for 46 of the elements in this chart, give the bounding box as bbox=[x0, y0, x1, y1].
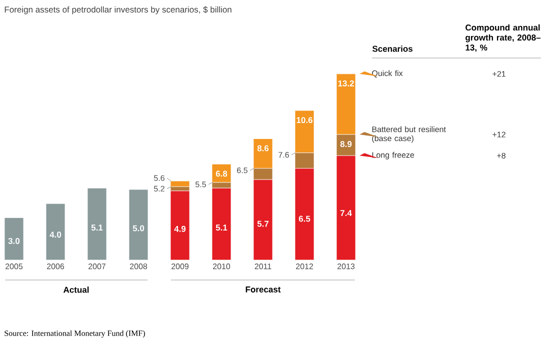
x-tick-label: 2013 bbox=[338, 264, 355, 270]
text: +21 bbox=[492, 71, 506, 77]
data-label: 7.4 bbox=[340, 210, 352, 216]
data-label: 5.1 bbox=[216, 224, 228, 231]
annotation: 5.2 bbox=[154, 186, 164, 192]
text: Actual bbox=[63, 286, 89, 293]
x-tick-label: 2006 bbox=[47, 264, 64, 270]
x-tick-label: 2012 bbox=[296, 264, 313, 270]
data-label: 5.0 bbox=[132, 225, 144, 232]
text: Long freeze bbox=[372, 152, 414, 160]
x-tick-label: 2007 bbox=[88, 264, 106, 270]
legend-title: Scenarios bbox=[372, 46, 412, 52]
text: +8 bbox=[497, 152, 506, 158]
text: Quick fix bbox=[372, 70, 403, 78]
bar bbox=[170, 190, 190, 260]
annotation: 8.9 bbox=[340, 141, 352, 148]
text: Forecast bbox=[246, 286, 281, 292]
x-tick-label: 2009 bbox=[172, 264, 189, 270]
annotation: 13.2 bbox=[338, 80, 354, 86]
annotation: 7.6 bbox=[278, 152, 289, 158]
annotation: 5.5 bbox=[195, 182, 206, 188]
text: +12 bbox=[492, 132, 506, 138]
annotation: 5.6 bbox=[154, 175, 164, 181]
x-tick-label: 2011 bbox=[254, 264, 272, 270]
data-label: 5.1 bbox=[91, 224, 103, 231]
data-label: 6.5 bbox=[298, 216, 310, 222]
source-note: Source: International Monetary Fund (IMF) bbox=[4, 330, 145, 338]
bar bbox=[46, 203, 66, 260]
x-tick-label: 2010 bbox=[213, 264, 230, 270]
annotation: 8.6 bbox=[257, 145, 269, 152]
x-tick-label: 2005 bbox=[6, 264, 23, 270]
text: Compound annual growth rate, 2008–13, % bbox=[466, 24, 541, 52]
bar bbox=[4, 217, 24, 260]
bar bbox=[87, 188, 107, 260]
annotation: 6.5 bbox=[237, 168, 248, 174]
data-label: 5.7 bbox=[257, 220, 269, 227]
x-tick-label: 2008 bbox=[130, 264, 148, 270]
annotation: 10.6 bbox=[296, 117, 312, 124]
text: Battered but resilient (base case) bbox=[372, 126, 446, 143]
bar bbox=[170, 180, 190, 187]
data-label: 4.9 bbox=[174, 226, 186, 232]
data-label: 4.0 bbox=[50, 232, 62, 238]
chart-title: Foreign assets of petrodollar investors by scenarios, $ billion bbox=[4, 6, 232, 14]
annotation: 6.8 bbox=[216, 170, 228, 177]
data-label: 3.0 bbox=[8, 238, 20, 244]
bar bbox=[128, 189, 148, 260]
